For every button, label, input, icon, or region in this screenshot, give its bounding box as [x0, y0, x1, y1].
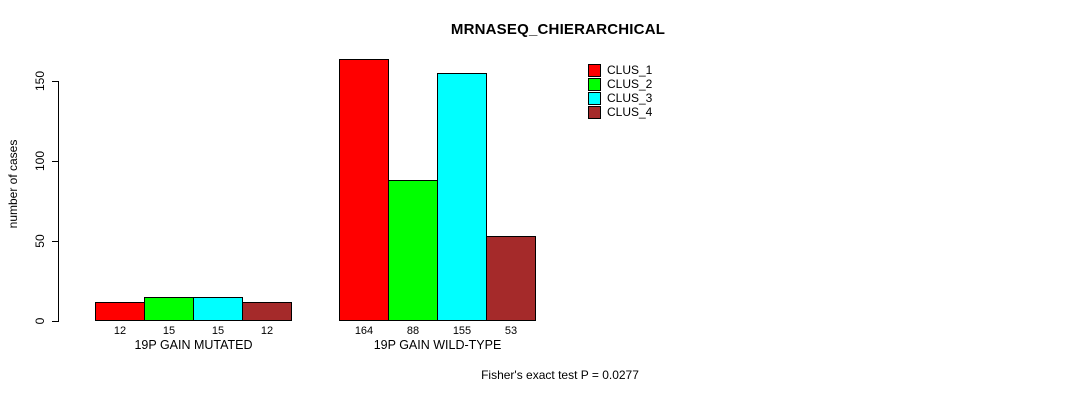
- y-tick-label: 100: [33, 150, 47, 172]
- bar: [486, 236, 536, 321]
- legend-item: CLUS_1: [588, 64, 652, 77]
- y-tick-label: 0: [33, 317, 47, 325]
- bar: [437, 73, 487, 321]
- x-group-label: 19P GAIN MUTATED: [134, 338, 253, 352]
- bar: [95, 302, 145, 321]
- x-group-label: 19P GAIN WILD-TYPE: [373, 338, 502, 352]
- bar: [339, 59, 389, 321]
- chart-title: MRNASEQ_CHIERARCHICAL: [450, 21, 666, 38]
- legend-item: CLUS_4: [588, 106, 652, 119]
- legend-label: CLUS_3: [607, 91, 653, 105]
- bar-value-label: 12: [113, 325, 127, 337]
- bar-value-label: 88: [406, 325, 420, 337]
- legend-item: CLUS_2: [588, 78, 652, 91]
- legend-swatch: [588, 78, 601, 91]
- legend-swatch: [588, 106, 601, 119]
- bar: [388, 180, 438, 321]
- bar: [193, 297, 243, 321]
- legend-item: CLUS_3: [588, 92, 652, 105]
- bar-value-label: 155: [452, 325, 472, 337]
- y-tick-mark: [52, 321, 58, 322]
- y-tick-label: 150: [33, 70, 47, 92]
- bar-value-label: 53: [504, 325, 518, 337]
- legend-label: CLUS_1: [607, 63, 653, 77]
- bar: [144, 297, 194, 321]
- y-tick-mark: [52, 81, 58, 82]
- bar-value-label: 15: [162, 325, 176, 337]
- legend-label: CLUS_2: [607, 77, 653, 91]
- bar-value-label: 15: [211, 325, 225, 337]
- y-axis-line: [58, 81, 59, 322]
- y-tick-mark: [52, 241, 58, 242]
- y-tick-mark: [52, 161, 58, 162]
- legend-label: CLUS_4: [607, 105, 653, 119]
- legend: CLUS_1 CLUS_2 CLUS_3 CLUS_4: [588, 64, 652, 120]
- bar: [242, 302, 292, 321]
- legend-swatch: [588, 64, 601, 77]
- bar-value-label: 12: [260, 325, 274, 337]
- legend-swatch: [588, 92, 601, 105]
- y-axis-label: number of cases: [6, 139, 20, 229]
- bar-value-label: 164: [354, 325, 374, 337]
- y-tick-label: 50: [33, 234, 47, 248]
- footnote-text: Fisher's exact test P = 0.0277: [481, 368, 639, 382]
